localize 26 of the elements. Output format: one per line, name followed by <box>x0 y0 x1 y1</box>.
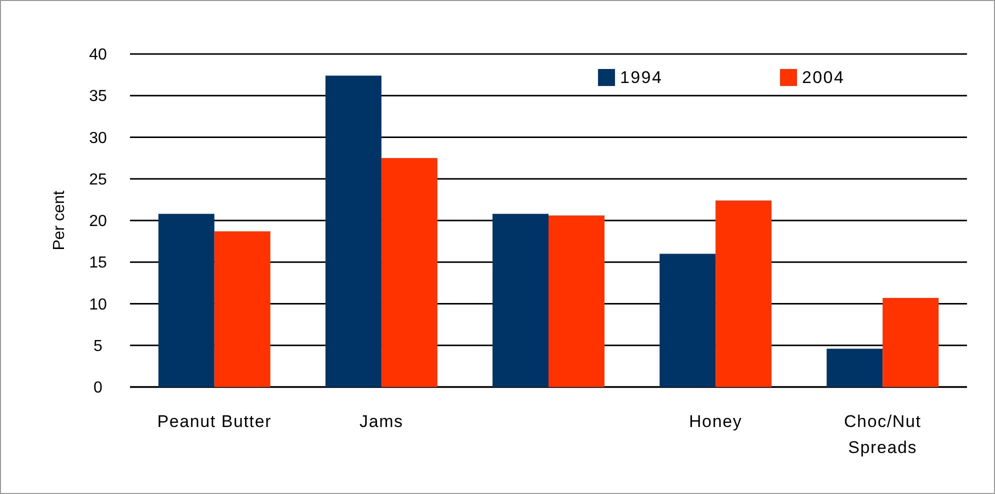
x-tick-label: Honey <box>688 412 742 431</box>
y-tick-label: 35 <box>89 88 107 106</box>
legend-label: 1994 <box>620 68 663 87</box>
x-tick-label: Choc/Nut Spreads <box>844 412 922 457</box>
bar <box>381 158 438 387</box>
x-tick-label: Jams <box>360 412 404 431</box>
bar <box>325 76 382 387</box>
bar <box>214 231 270 387</box>
y-tick-label: 25 <box>89 171 107 188</box>
y-tick-label: 30 <box>89 130 107 147</box>
y-tick-label: 0 <box>94 380 103 397</box>
bar <box>158 214 214 387</box>
y-axis-title: Per cent <box>51 190 68 250</box>
y-tick-label: 20 <box>89 213 107 230</box>
x-tick-label: Peanut Butter <box>157 412 272 431</box>
bar <box>492 214 548 387</box>
bar <box>716 200 772 387</box>
bar <box>882 298 939 387</box>
y-tick-label: 40 <box>89 46 107 64</box>
bar <box>548 216 604 387</box>
legend-label: 2004 <box>802 68 845 87</box>
y-tick-label: 10 <box>89 296 107 314</box>
y-tick-label: 15 <box>89 254 107 272</box>
bar <box>826 348 883 387</box>
bar <box>660 254 716 387</box>
y-tick-label: 5 <box>94 338 103 355</box>
